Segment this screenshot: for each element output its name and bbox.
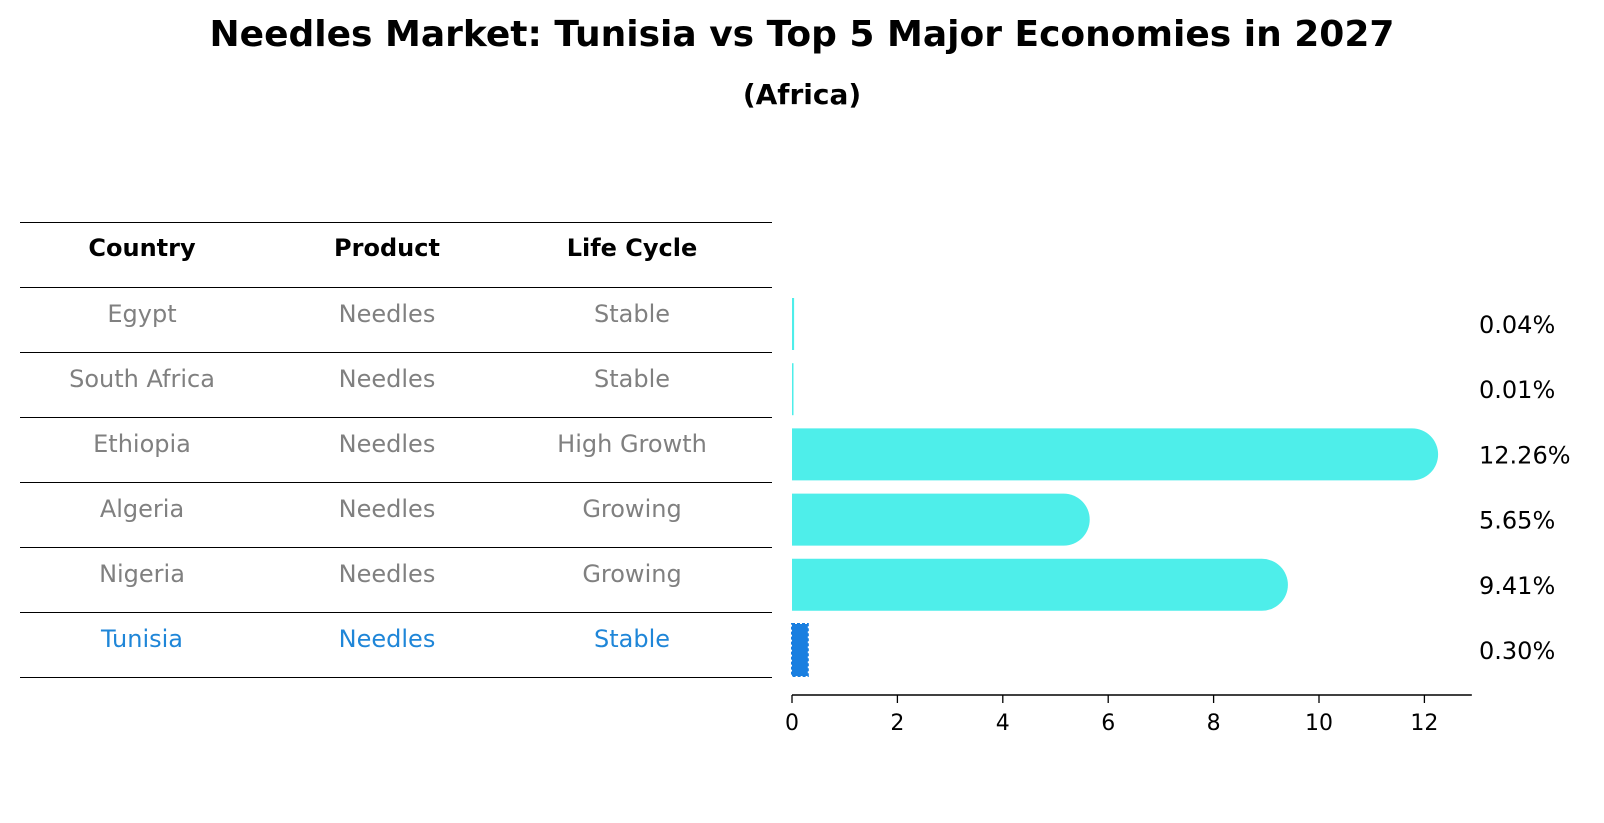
bar-value-label: 12.26%: [1479, 441, 1571, 469]
bar-value-label: 0.04%: [1479, 311, 1555, 339]
x-tick-label: 2: [890, 711, 904, 736]
x-tick-label: 4: [996, 711, 1010, 736]
column-header-product: Product: [334, 234, 440, 262]
table-rule: [20, 482, 772, 483]
table-cell-product: Needles: [338, 560, 436, 588]
chart-subtitle: (Africa): [742, 78, 862, 111]
table-cell-country: Ethiopia: [93, 430, 191, 458]
bar: [791, 623, 809, 677]
x-tick-label: 12: [1410, 711, 1438, 736]
table-cell-country: South Africa: [69, 365, 215, 393]
table-cell-country: Egypt: [107, 300, 177, 328]
x-tick-label: 6: [1101, 711, 1115, 736]
bar: [792, 363, 794, 416]
x-tick-label: 10: [1305, 711, 1333, 736]
table-cell-country: Algeria: [99, 495, 185, 523]
table-cell-product: Needles: [338, 430, 436, 458]
bar: [792, 428, 1439, 481]
table-rule: [20, 222, 772, 223]
bar: [792, 298, 795, 350]
x-tick-label: 0: [785, 711, 799, 736]
chart-title: Needles Market: Tunisia vs Top 5 Major E…: [209, 14, 1395, 55]
table-rule: [20, 677, 772, 678]
table-rule: [20, 417, 772, 418]
bar-value-label: 0.30%: [1479, 637, 1555, 665]
table-rule: [20, 352, 772, 353]
column-header-life-cycle: Life Cycle: [566, 234, 698, 262]
table-cell-life-cycle: Stable: [593, 625, 671, 653]
table-cell-product: Needles: [338, 365, 436, 393]
table-cell-life-cycle: Growing: [582, 560, 682, 588]
bar-value-label: 0.01%: [1479, 376, 1555, 404]
table-rule: [20, 547, 772, 548]
table-rule: [20, 612, 772, 613]
table-cell-country: Tunisia: [101, 625, 183, 653]
table-cell-product: Needles: [338, 300, 436, 328]
table-rule: [20, 287, 772, 288]
bar: [792, 493, 1090, 546]
bar: [792, 558, 1288, 611]
table-cell-life-cycle: Growing: [582, 495, 682, 523]
table-cell-product: Needles: [338, 625, 436, 653]
bar-value-label: 5.65%: [1479, 507, 1555, 535]
table-cell-product: Needles: [338, 495, 436, 523]
bar-value-label: 9.41%: [1479, 572, 1555, 600]
table-cell-country: Nigeria: [99, 560, 185, 588]
x-tick-label: 8: [1207, 711, 1221, 736]
table-cell-life-cycle: Stable: [593, 300, 671, 328]
column-header-country: Country: [88, 234, 196, 262]
table-cell-life-cycle: High Growth: [557, 430, 707, 458]
table-cell-life-cycle: Stable: [593, 365, 671, 393]
